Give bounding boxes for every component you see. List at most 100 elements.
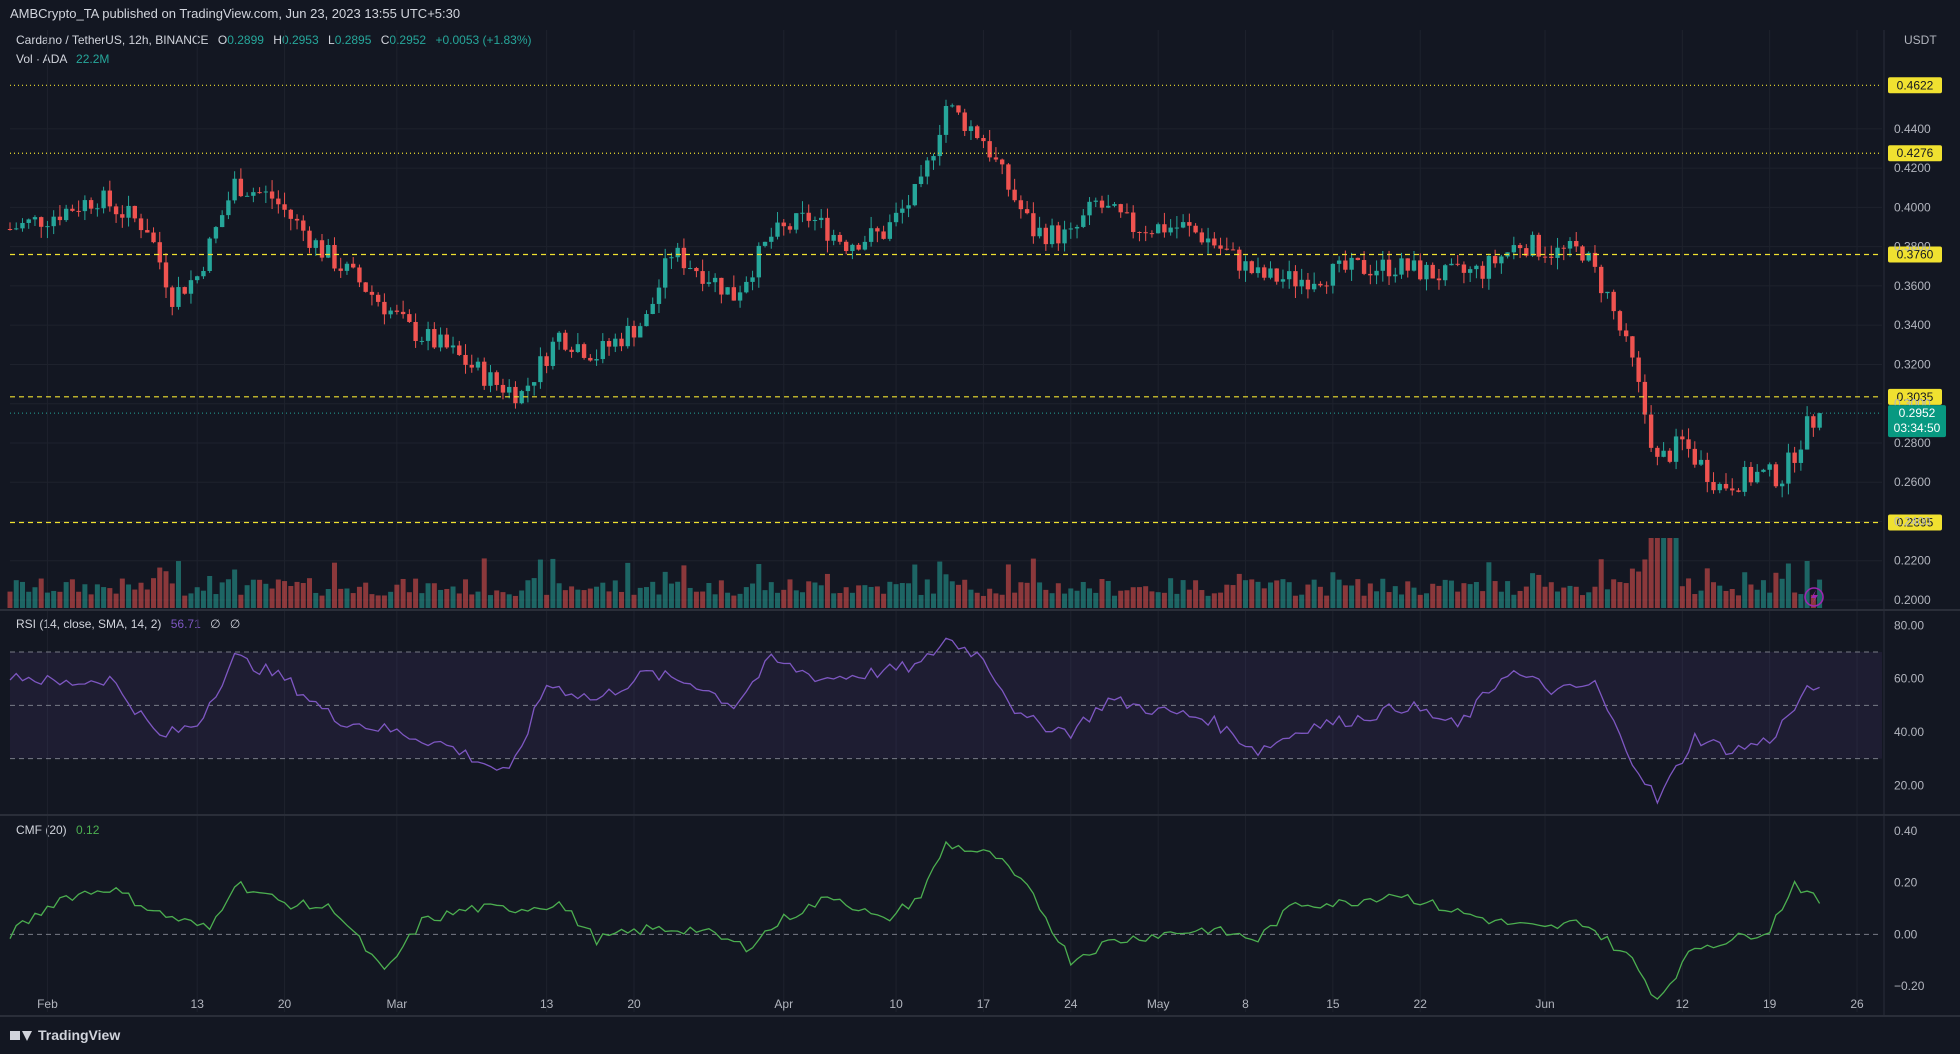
- current-price-label: 0.2952: [1899, 406, 1936, 420]
- volume-bar: [1392, 586, 1398, 608]
- candle-body: [1786, 452, 1791, 484]
- candle-body: [126, 205, 131, 218]
- low-value: 0.2895: [334, 33, 372, 47]
- candle-body: [1249, 261, 1254, 274]
- time-tick-label: Mar: [387, 997, 408, 1011]
- candle-body: [138, 218, 144, 231]
- volume-bar: [668, 583, 674, 608]
- volume-bar: [1342, 585, 1348, 608]
- volume-bar: [1717, 585, 1723, 608]
- candle-body: [432, 329, 437, 348]
- candle-body: [70, 208, 75, 211]
- volume-bar: [1174, 593, 1180, 608]
- volume-bar: [924, 579, 930, 608]
- volume-bar: [419, 593, 425, 608]
- volume-bar: [937, 561, 943, 608]
- candle-body: [1817, 413, 1822, 428]
- volume-bar: [1374, 591, 1380, 608]
- candle-body: [145, 230, 150, 233]
- candle-body: [488, 372, 493, 386]
- volume-bar: [469, 594, 475, 608]
- volume-bar: [1143, 586, 1149, 608]
- candle-body: [388, 310, 393, 315]
- volume-bar: [1211, 593, 1217, 608]
- volume-bar: [569, 586, 575, 608]
- candle-body: [1343, 260, 1348, 270]
- volume-bar: [799, 592, 805, 608]
- volume-bar: [350, 593, 356, 608]
- volume-bar: [263, 583, 269, 608]
- candle-body: [819, 217, 824, 221]
- candle-body: [1792, 452, 1797, 463]
- volume-bar: [325, 588, 331, 608]
- candle-body: [1274, 268, 1279, 282]
- volume-bar: [1417, 594, 1423, 608]
- candle-body: [856, 244, 861, 250]
- candle-body: [332, 245, 337, 269]
- current-price-badge: [1888, 405, 1946, 438]
- price-tick-label: 0.3600: [1894, 279, 1931, 293]
- candle-body: [475, 361, 481, 368]
- candle-body: [88, 200, 94, 209]
- volume-bar: [500, 592, 506, 608]
- tradingview-logo[interactable]: TradingView: [10, 1027, 120, 1043]
- volume-bar: [1155, 592, 1161, 608]
- candle-body: [1299, 279, 1304, 287]
- candle-body: [1237, 249, 1242, 271]
- volume-bar: [912, 564, 918, 608]
- volume-bar: [987, 588, 993, 608]
- candle-body: [1287, 271, 1292, 280]
- candle-body: [338, 268, 343, 271]
- volume-bar: [1205, 595, 1211, 608]
- candle-body: [1499, 256, 1504, 264]
- price-tick-label: 0.3800: [1894, 240, 1931, 254]
- candle-body: [937, 134, 942, 157]
- candle-body: [1112, 204, 1117, 206]
- candle-body: [1049, 225, 1055, 245]
- candle-body: [507, 386, 512, 393]
- volume-bar: [1380, 578, 1386, 608]
- candle-body: [1474, 265, 1479, 270]
- time-tick-label: 17: [977, 997, 991, 1011]
- candle-body: [531, 382, 537, 386]
- volume-bar: [1667, 538, 1673, 608]
- price-tick-label: 0.4200: [1894, 161, 1931, 175]
- volume-bar: [1729, 589, 1735, 608]
- volume-bar: [51, 590, 57, 608]
- candle-body: [1599, 266, 1604, 294]
- volume-bar: [238, 594, 244, 608]
- candle-body: [631, 325, 637, 338]
- volume-bar: [993, 593, 999, 608]
- candle-body: [868, 228, 874, 242]
- volume-bar: [1679, 586, 1685, 608]
- volume-bar: [1292, 595, 1298, 608]
- volume-bar: [1767, 592, 1773, 608]
- candle-body: [39, 217, 44, 227]
- candle-body: [1486, 256, 1492, 279]
- volume-bar: [1299, 594, 1305, 608]
- candle-body: [269, 191, 275, 199]
- candle-body: [1212, 238, 1217, 246]
- candle-body: [619, 338, 624, 347]
- candle-body: [1305, 279, 1311, 290]
- volume-bar: [1249, 579, 1255, 608]
- volume-bar: [1711, 582, 1717, 608]
- candle-body: [750, 277, 755, 282]
- candle-body: [663, 258, 668, 288]
- candle-body: [1199, 232, 1205, 243]
- cmf-series-line: [9, 840, 1821, 1000]
- volume-bar: [656, 594, 662, 608]
- candle-body: [513, 386, 518, 404]
- volume-bar: [581, 590, 587, 608]
- volume-bar: [487, 595, 493, 608]
- lightning-icon[interactable]: [1804, 587, 1824, 607]
- volume-bar: [313, 592, 319, 608]
- volume-bar: [1080, 581, 1086, 608]
- candle-body: [438, 334, 443, 348]
- time-tick-label: Jun: [1535, 997, 1554, 1011]
- candle-body: [407, 314, 412, 322]
- countdown-label: 03:34:50: [1894, 421, 1941, 435]
- volume-bar: [319, 595, 325, 608]
- volume-bar: [1523, 586, 1529, 608]
